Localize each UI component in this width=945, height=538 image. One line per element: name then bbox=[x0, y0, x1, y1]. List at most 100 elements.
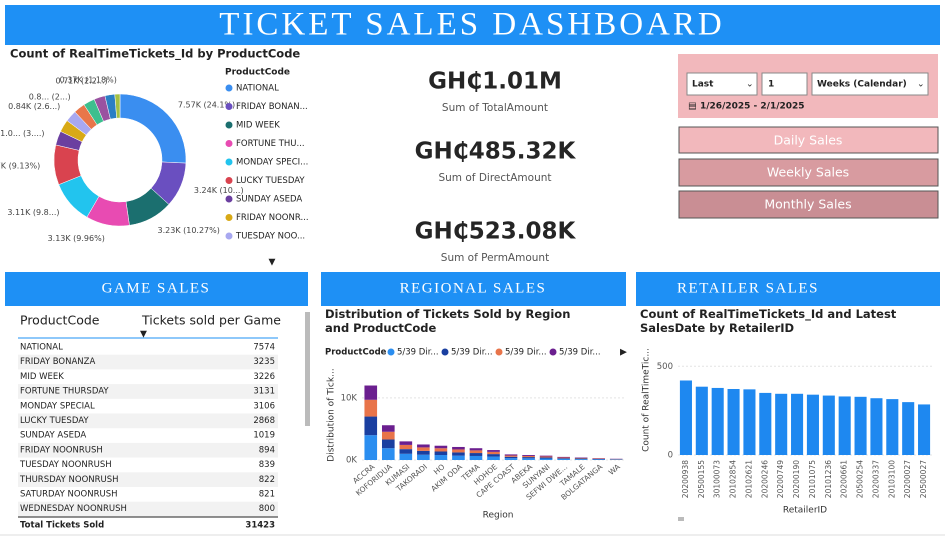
bar-segment bbox=[399, 441, 413, 445]
legend-swatch bbox=[387, 348, 395, 356]
kpi-label: Sum of DirectAmount bbox=[438, 172, 551, 184]
input[interactable] bbox=[761, 72, 808, 96]
y-axis-label: Distribution of Tick... bbox=[327, 368, 337, 461]
cell: FORTUNE THURSDAY bbox=[20, 387, 109, 397]
row-band bbox=[18, 354, 278, 370]
section-bar bbox=[5, 272, 308, 306]
y-tick-label: 10K bbox=[341, 393, 358, 403]
cell: FRIDAY BONANZA bbox=[20, 357, 95, 367]
bar-segment bbox=[504, 458, 518, 460]
bar-segment bbox=[469, 448, 483, 451]
scrollbar[interactable] bbox=[678, 517, 684, 521]
button-label[interactable]: Daily Sales bbox=[774, 133, 843, 148]
dropdown[interactable] bbox=[686, 72, 758, 96]
cell: 800 bbox=[259, 504, 275, 514]
column-header: Tickets sold per Game bbox=[141, 313, 281, 328]
bar bbox=[775, 393, 788, 455]
button-label[interactable]: Weekly Sales bbox=[767, 165, 849, 180]
row-band bbox=[18, 442, 278, 458]
legend-label: MONDAY SPECI... bbox=[236, 158, 308, 168]
bar-segment bbox=[452, 452, 465, 456]
bar-segment bbox=[574, 457, 588, 459]
bar bbox=[727, 389, 740, 455]
donut-slice bbox=[53, 144, 82, 185]
x-tick-label: CAPE COAST bbox=[474, 462, 516, 500]
legend-title: ProductCode bbox=[225, 68, 290, 78]
section-title: RETAILER SALES bbox=[677, 280, 819, 296]
bar-segment bbox=[504, 456, 518, 459]
chevron: ⌄ bbox=[746, 80, 754, 90]
legend-label: 5/39 Dir... bbox=[505, 348, 547, 358]
data-label: 0.71K (2.2...) bbox=[55, 76, 107, 85]
bar bbox=[679, 380, 692, 455]
legend-label: NATIONAL bbox=[236, 84, 279, 94]
bar-segment bbox=[434, 448, 448, 452]
donut-slice bbox=[55, 131, 83, 151]
chart-title: Count of RealTimeTickets_Id by ProductCo… bbox=[10, 47, 300, 62]
bar-segment bbox=[399, 453, 413, 460]
bar bbox=[759, 392, 772, 455]
data-label: 3.11K (9.8...) bbox=[7, 208, 59, 217]
row-band bbox=[18, 501, 278, 517]
x-tick-label: 20200337 bbox=[871, 460, 880, 498]
donut-slice bbox=[86, 195, 130, 227]
x-axis-label: Region bbox=[483, 511, 514, 521]
button-label[interactable]: Monthly Sales bbox=[764, 197, 851, 212]
cell: 822 bbox=[259, 475, 275, 485]
bar bbox=[711, 387, 724, 455]
scroll-arrow[interactable]: ▼ bbox=[269, 258, 276, 268]
total-value: 31423 bbox=[245, 521, 275, 531]
cell: MID WEEK bbox=[20, 372, 64, 382]
y-axis-label: Count of RealTimeTic... bbox=[642, 348, 652, 452]
section-title: REGIONAL SALES bbox=[400, 280, 547, 296]
chart-title: Distribution of Tickets Sold by Region a… bbox=[325, 307, 571, 335]
bar bbox=[854, 396, 867, 455]
x-tick-label: 20102854 bbox=[729, 460, 738, 498]
data-label: 0.8... (2...) bbox=[29, 93, 71, 102]
bar-segment bbox=[487, 454, 500, 457]
filter-count: 1 bbox=[768, 80, 774, 90]
y-tick-label: 0 bbox=[668, 451, 673, 461]
bar-segment bbox=[504, 454, 518, 456]
section-bar bbox=[321, 272, 626, 306]
donut-slice bbox=[104, 93, 117, 120]
cell: THURSDAY NOONRUSH bbox=[19, 475, 119, 485]
x-axis-label: RetailerID bbox=[783, 506, 827, 516]
kpi-label: Sum of TotalAmount bbox=[442, 102, 548, 114]
scrollbar[interactable] bbox=[305, 312, 310, 426]
y-tick-label: 500 bbox=[657, 362, 673, 372]
x-tick-label: SUNYANI bbox=[521, 462, 552, 490]
row-band bbox=[18, 413, 278, 429]
bar-segment bbox=[574, 459, 588, 460]
bar bbox=[902, 402, 915, 455]
donut-slice bbox=[58, 175, 100, 218]
bar-segment bbox=[487, 456, 500, 460]
bar-segment bbox=[381, 425, 395, 432]
cell: WEDNESDAY NOONRUSH bbox=[20, 504, 127, 514]
bar-segment bbox=[364, 416, 378, 436]
button[interactable] bbox=[678, 126, 939, 154]
cell: 3235 bbox=[253, 357, 275, 367]
filter-unit: Weeks (Calendar) bbox=[817, 80, 907, 90]
x-tick-label: KUMASI bbox=[384, 462, 412, 487]
legend-swatch bbox=[225, 214, 233, 221]
cell: SATURDAY NOONRUSH bbox=[20, 490, 117, 500]
button[interactable] bbox=[678, 158, 939, 187]
dropdown[interactable] bbox=[811, 72, 929, 96]
row-band bbox=[18, 384, 278, 399]
bar-segment bbox=[557, 456, 570, 458]
x-tick-label: 20200190 bbox=[792, 460, 801, 498]
cell: 3131 bbox=[253, 387, 275, 397]
bar-segment bbox=[487, 451, 500, 455]
bar-segment bbox=[452, 446, 465, 450]
button[interactable] bbox=[678, 190, 939, 219]
bar-segment bbox=[539, 455, 553, 457]
legend-swatch bbox=[225, 84, 233, 92]
bar-segment bbox=[381, 439, 395, 449]
row-band bbox=[18, 472, 278, 487]
legend-label: TUESDAY NOO... bbox=[235, 232, 305, 242]
legend-label: FRIDAY NOONR... bbox=[236, 213, 309, 223]
cell: 894 bbox=[259, 445, 275, 455]
bar-segment bbox=[434, 445, 448, 449]
